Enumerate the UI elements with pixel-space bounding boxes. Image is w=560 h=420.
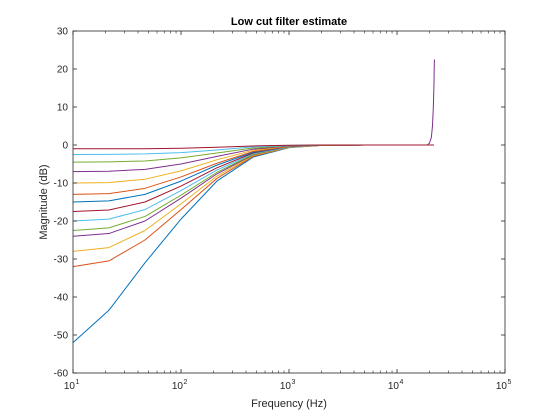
x-tick-base: 10 xyxy=(172,381,184,392)
x-tick-label: 10 5 xyxy=(496,379,512,392)
y-tick-label: -40 xyxy=(54,293,69,304)
plot-area xyxy=(73,31,505,373)
y-tick-label: -30 xyxy=(54,255,69,266)
x-tick-label: 10 1 xyxy=(64,379,80,392)
plot-background xyxy=(73,31,505,373)
x-tick-exponent: 3 xyxy=(292,379,296,386)
y-tick-label: -60 xyxy=(54,369,69,380)
y-tick-label: -50 xyxy=(54,331,69,342)
chart-title: Low cut filter estimate xyxy=(231,16,347,28)
x-tick-base: 10 xyxy=(64,381,76,392)
x-tick-base: 10 xyxy=(388,381,400,392)
x-tick-exponent: 5 xyxy=(508,379,512,386)
y-tick-label: 30 xyxy=(57,27,69,38)
y-tick-label: 10 xyxy=(57,103,69,114)
x-tick-label: 10 3 xyxy=(280,379,296,392)
x-tick-exponent: 1 xyxy=(76,379,80,386)
series-line-15 xyxy=(426,59,435,146)
y-tick-label: -10 xyxy=(54,179,69,190)
series-line-14 xyxy=(73,144,434,150)
x-tick-exponent: 2 xyxy=(184,379,188,386)
x-tick-base: 10 xyxy=(280,381,292,392)
y-tick-label: -20 xyxy=(54,217,69,228)
x-axis-title: Frequency (Hz) xyxy=(251,398,327,410)
y-tick-label: 0 xyxy=(62,141,68,152)
x-tick-label: 10 2 xyxy=(172,379,188,392)
series-layer xyxy=(72,59,435,343)
x-tick-base: 10 xyxy=(496,381,508,392)
x-tick-exponent: 4 xyxy=(400,379,404,386)
x-tick-label: 10 4 xyxy=(388,379,404,392)
y-tick-label: 20 xyxy=(57,65,69,76)
y-axis-title: Magnitude (dB) xyxy=(38,164,50,239)
